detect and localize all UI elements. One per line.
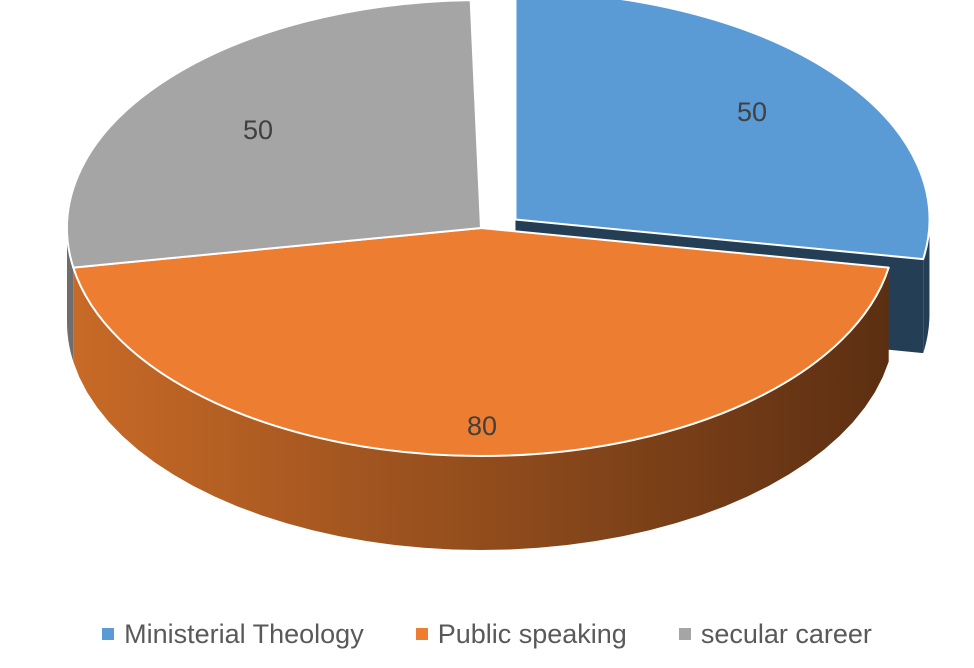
- slice-side-ministerial-theology: [923, 219, 930, 354]
- data-label-ministerial-theology: 50: [737, 97, 767, 127]
- legend-swatch-ministerial-theology: [102, 628, 115, 640]
- legend-swatch-public-speaking: [415, 628, 428, 640]
- slice-public-speaking: [72, 227, 890, 457]
- legend-label-ministerial-theology: Ministerial Theology: [124, 618, 364, 649]
- slice-ministerial-theology: [514, 0, 931, 261]
- legend-swatch-secular-career: [678, 628, 691, 640]
- pie-chart-svg: 50 80 50: [66, 0, 931, 550]
- legend-item-secular-career: secular career: [678, 618, 872, 650]
- slice-secular-career: [66, 0, 482, 269]
- legend-item-public-speaking: Public speaking: [415, 618, 627, 650]
- data-label-public-speaking: 80: [467, 411, 497, 441]
- data-label-secular-career: 50: [243, 115, 273, 145]
- legend-label-secular-career: secular career: [700, 618, 872, 649]
- slice-side-secular-career: [67, 228, 74, 362]
- legend-label-public-speaking: Public speaking: [437, 618, 627, 649]
- legend-item-ministerial-theology: Ministerial Theology: [102, 619, 364, 650]
- slice-side-public-speaking: [73, 267, 889, 550]
- chart-legend: Ministerial Theology Public speaking sec…: [0, 612, 974, 656]
